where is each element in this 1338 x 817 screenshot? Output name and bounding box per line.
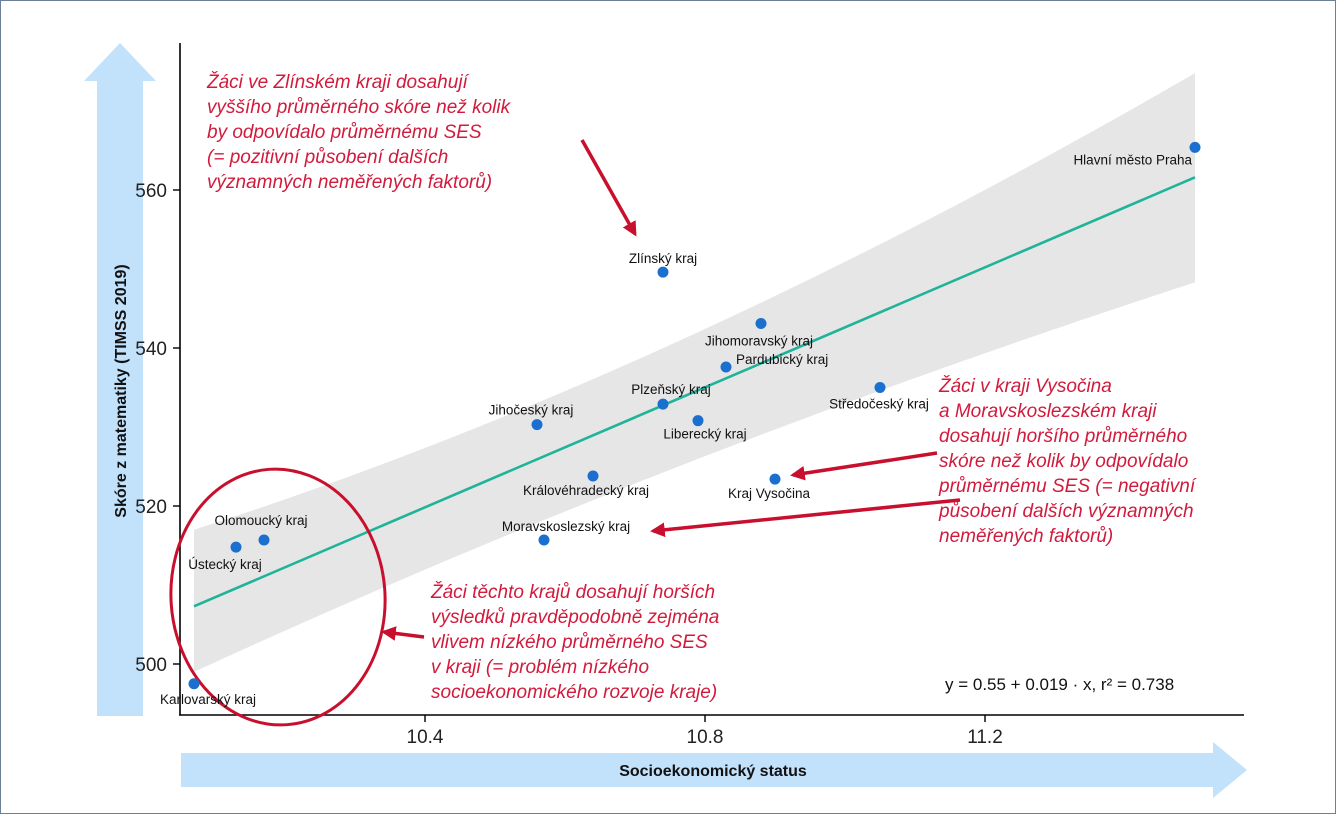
point-label: Plzeňský kraj [631, 382, 711, 397]
data-point [657, 398, 669, 410]
data-point [874, 382, 886, 393]
data-point [657, 266, 669, 278]
point-label: Karlovarský kraj [160, 692, 256, 707]
data-point [587, 470, 599, 482]
x-tick-label: 10.4 [407, 727, 444, 748]
annotation-zlin: Žáci ve Zlínském kraji dosahují vyššího … [206, 71, 515, 193]
data-point [755, 318, 767, 330]
point-label: Středočeský kraj [829, 397, 929, 412]
regression-equation: y = 0.55 + 0.019 · x, r² = 0.738 [945, 675, 1174, 694]
y-tick-label: 540 [135, 339, 167, 360]
annotation-low-ses: Žáci těchto krajů dosahují horších výsle… [430, 581, 725, 703]
data-point [769, 473, 781, 485]
y-axis-arrow [84, 43, 156, 716]
data-point [720, 361, 732, 373]
confidence-band [194, 73, 1195, 672]
data-point [692, 415, 704, 427]
y-tick-label: 560 [135, 181, 167, 202]
data-point [258, 534, 270, 546]
low-ses-arrow [381, 626, 425, 641]
point-label: Kraj Vysočina [728, 486, 811, 501]
data-point [188, 678, 200, 690]
point-label: Ústecký kraj [188, 557, 262, 572]
vysocina-arrow [790, 451, 938, 481]
point-label: Hlavní město Praha [1073, 152, 1192, 167]
point-label: Liberecký kraj [663, 427, 746, 442]
y-tick-label: 500 [135, 655, 167, 676]
data-point [531, 419, 543, 431]
x-tick-label: 10.8 [687, 727, 724, 748]
point-label: Moravskoslezský kraj [502, 519, 630, 534]
x-axis-arrow [181, 742, 1247, 798]
data-point [538, 534, 550, 546]
point-label: Jihomoravský kraj [705, 334, 813, 349]
zlin-arrow [580, 139, 637, 237]
point-label: Zlínský kraj [629, 251, 697, 266]
y-tick-label: 520 [135, 497, 167, 518]
low-ses-ellipse [169, 467, 387, 727]
moravskoslezsky-arrow [650, 498, 961, 538]
regression-line [193, 176, 1196, 608]
x-tick-label: 11.2 [967, 727, 1003, 748]
point-label: Jihočeský kraj [489, 403, 574, 418]
point-label: Olomoucký kraj [214, 513, 307, 528]
data-point [1189, 141, 1201, 153]
data-point [230, 541, 242, 553]
point-label: Královéhradecký kraj [523, 483, 649, 498]
point-label: Pardubický kraj [736, 352, 828, 367]
x-axis-title: Socioekonomický status [619, 763, 807, 780]
y-axis-title: Skóre z matematiky (TIMSS 2019) [113, 264, 130, 517]
annotation-vysocina: Žáci v kraji Vysočina a Moravskoslezském… [938, 375, 1200, 547]
